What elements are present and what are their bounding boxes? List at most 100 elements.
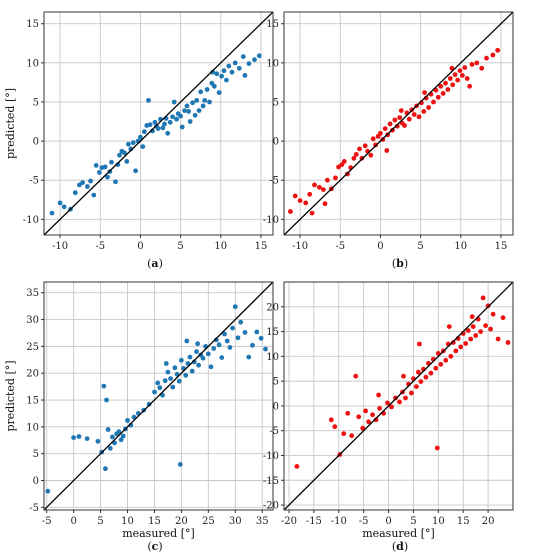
data-point	[421, 109, 427, 114]
x-tick-label: 10	[121, 516, 134, 527]
data-point	[113, 179, 118, 185]
x-tick-label: 15	[457, 516, 470, 527]
data-point	[207, 99, 212, 105]
y-tick-label: 20	[266, 302, 279, 313]
identity-line	[44, 282, 273, 510]
data-point	[118, 437, 124, 443]
data-point	[97, 170, 102, 175]
x-tick-label: -20	[281, 516, 297, 527]
data-point	[183, 372, 189, 378]
data-point	[160, 125, 166, 131]
panel-2: -5 0 5 10 15 20 25 30 35 -5 0 5 10 15 20 25 30 35 predicte…	[4, 281, 274, 553]
data-point	[416, 114, 422, 120]
x-tick-label: -10	[331, 516, 347, 527]
data-point	[490, 52, 496, 58]
x-tick-label: 0	[137, 241, 143, 252]
x-tick-label: 20	[175, 516, 188, 527]
data-point	[182, 108, 188, 113]
data-point	[417, 341, 422, 347]
data-point	[152, 389, 157, 395]
data-point	[124, 159, 130, 164]
y-tick-label: -10	[263, 451, 279, 462]
data-point	[321, 187, 326, 193]
identity-line	[284, 12, 513, 235]
data-point	[91, 192, 97, 198]
data-point	[224, 338, 230, 344]
y-tick-label: 5	[33, 97, 39, 108]
y-axis-label: predicted [°]	[4, 88, 17, 159]
x-tick-label: 5	[410, 516, 416, 527]
data-point	[402, 123, 407, 128]
panel-label: (a)	[147, 257, 163, 270]
data-point	[460, 73, 465, 78]
data-point	[192, 112, 198, 118]
data-point	[452, 72, 458, 77]
data-point	[109, 159, 114, 165]
data-point	[72, 190, 78, 196]
data-point	[469, 314, 475, 320]
data-point	[450, 340, 456, 345]
data-point	[163, 361, 169, 366]
data-point	[317, 184, 322, 190]
data-point	[162, 378, 168, 384]
y-axis-label: predicted [°]	[4, 360, 17, 431]
data-point	[438, 361, 444, 367]
data-point	[232, 60, 238, 66]
y-tick-label: 35	[26, 288, 39, 299]
y-tick-label: 20	[26, 369, 39, 380]
y-tick-label: 30	[26, 315, 39, 326]
data-point	[377, 406, 382, 411]
data-points	[45, 304, 268, 494]
y-tick-label: -20	[263, 501, 279, 512]
data-point	[479, 65, 485, 71]
data-point	[448, 353, 454, 359]
data-point	[382, 126, 388, 131]
data-point	[469, 62, 475, 67]
identity-line	[44, 12, 273, 235]
data-point	[200, 103, 206, 109]
data-point	[198, 89, 204, 95]
y-tick-label: -10	[23, 215, 39, 226]
data-point	[252, 57, 257, 63]
data-point	[353, 373, 359, 379]
data-point	[445, 87, 451, 92]
y-tick-label: 5	[33, 449, 39, 460]
data-point	[200, 355, 206, 361]
data-point	[495, 47, 501, 53]
data-point	[416, 369, 421, 375]
y-tick-label: 15	[266, 327, 279, 338]
data-point	[105, 174, 110, 180]
y-tick-label: 15	[26, 19, 39, 30]
data-point	[240, 54, 246, 59]
data-point	[178, 113, 184, 119]
data-point	[488, 326, 493, 332]
data-point	[362, 143, 368, 149]
data-point	[104, 397, 109, 403]
data-point	[102, 164, 108, 170]
data-point	[464, 76, 470, 81]
x-tick-label: -10	[292, 241, 308, 252]
data-point	[254, 329, 260, 335]
data-point	[138, 134, 143, 140]
data-point	[216, 342, 222, 348]
data-point	[341, 159, 347, 164]
data-point	[71, 435, 76, 440]
data-point	[232, 304, 238, 310]
data-point	[250, 342, 255, 348]
x-tick-label: 25	[202, 516, 215, 527]
data-point	[465, 328, 471, 333]
data-point	[84, 436, 90, 441]
data-point	[110, 434, 115, 440]
y-tick-label: 0	[273, 401, 279, 412]
data-point	[328, 417, 334, 423]
data-point	[116, 429, 122, 435]
data-point	[357, 146, 362, 152]
data-point	[483, 323, 488, 328]
data-point	[120, 433, 126, 439]
data-point	[57, 200, 63, 206]
data-point	[426, 105, 431, 110]
data-point	[189, 368, 195, 374]
data-point	[157, 385, 163, 391]
data-point	[214, 71, 220, 77]
panel-3: -20 -15 -10 -5 0 5 10 15 20 -20 -15 -10 -5 0 5 10 15 20 me…	[263, 281, 514, 553]
